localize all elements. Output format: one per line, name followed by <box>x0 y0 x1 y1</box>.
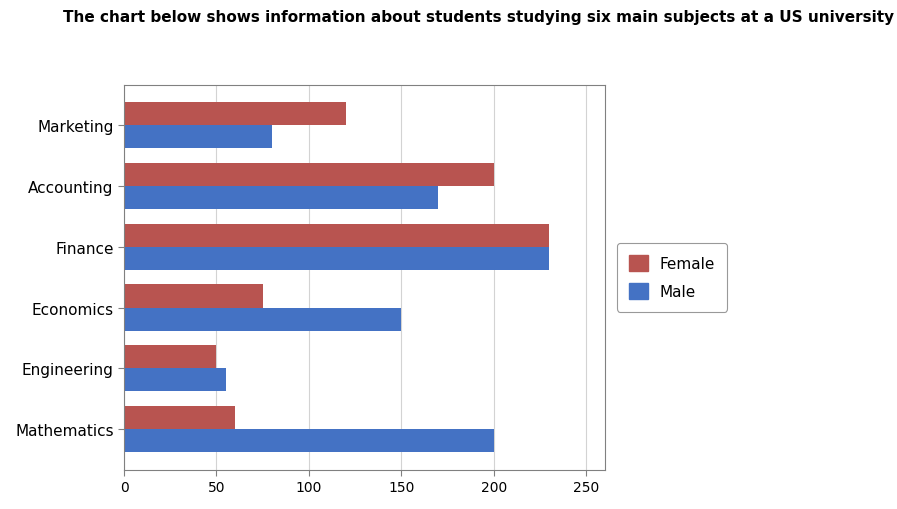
Bar <box>124 429 493 452</box>
Bar <box>124 285 263 308</box>
Bar <box>124 224 549 247</box>
Bar <box>124 247 549 270</box>
Text: The chart below shows information about students studying six main subjects at a: The chart below shows information about … <box>63 10 897 25</box>
Bar <box>124 406 235 429</box>
Bar <box>124 308 401 331</box>
Bar <box>124 164 493 187</box>
Bar <box>124 126 272 149</box>
Bar <box>124 369 226 391</box>
Bar <box>124 103 346 126</box>
Bar <box>124 187 439 210</box>
Legend: Female, Male: Female, Male <box>617 243 727 312</box>
Bar <box>124 346 216 369</box>
